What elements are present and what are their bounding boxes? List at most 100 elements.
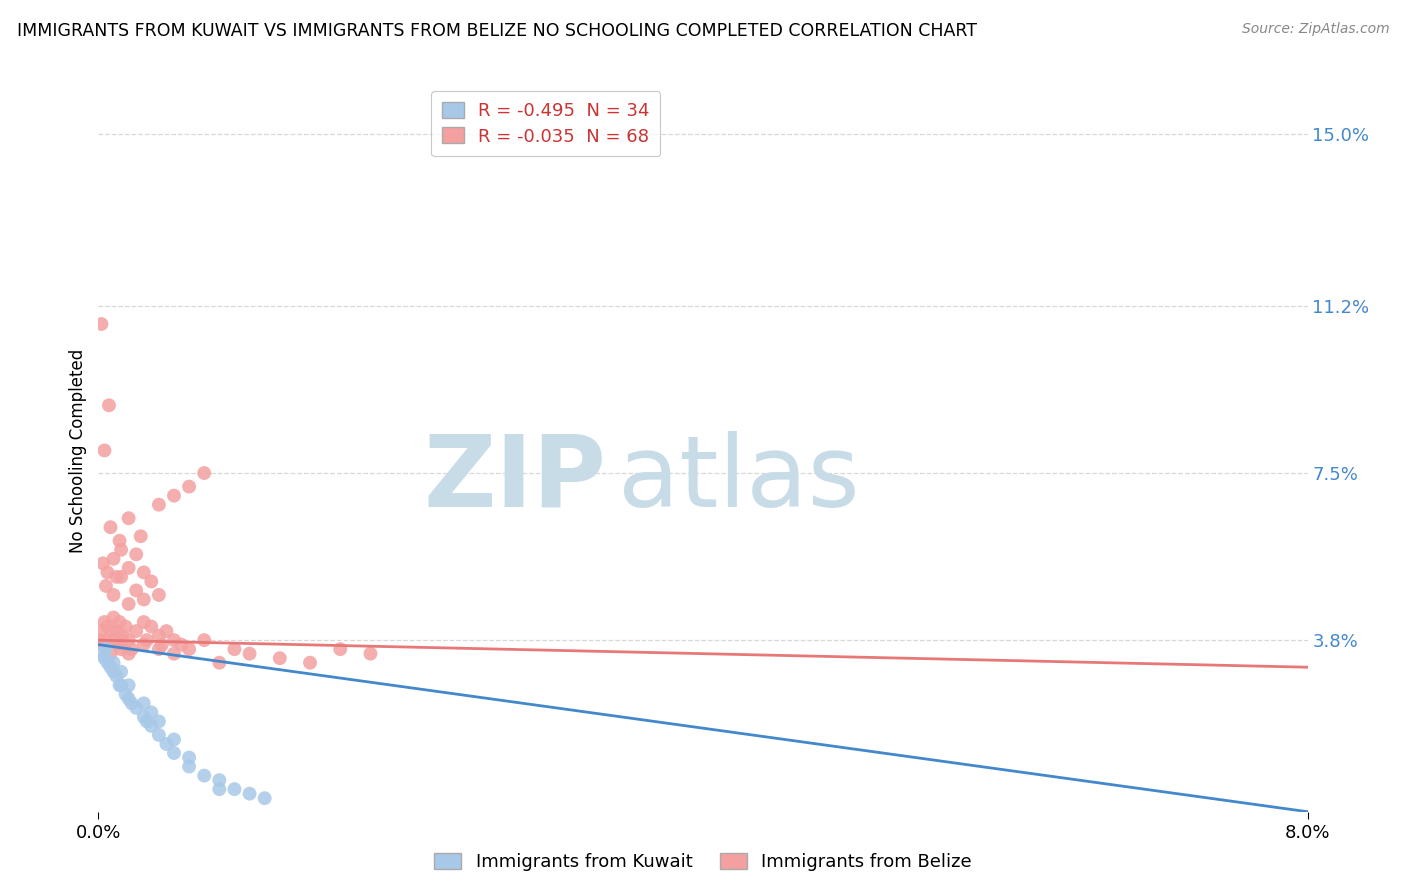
Point <box>98 398 121 412</box>
Point <box>108 533 131 548</box>
Text: atlas: atlas <box>619 431 860 528</box>
Point <box>132 696 155 710</box>
Point <box>148 728 170 742</box>
Point <box>103 610 125 624</box>
Point <box>299 656 322 670</box>
Point <box>224 782 246 797</box>
Point <box>148 714 170 729</box>
Point <box>118 678 141 692</box>
Point <box>108 615 131 629</box>
Point <box>105 570 128 584</box>
Point <box>93 651 115 665</box>
Point <box>163 489 186 503</box>
Point <box>329 642 352 657</box>
Point <box>89 633 111 648</box>
Point <box>121 696 143 710</box>
Point <box>135 714 157 729</box>
Point <box>148 629 170 643</box>
Point <box>141 706 163 720</box>
Point <box>103 633 125 648</box>
Point <box>163 732 186 747</box>
Point <box>132 638 155 652</box>
Legend: R = -0.495  N = 34, R = -0.035  N = 68: R = -0.495 N = 34, R = -0.035 N = 68 <box>432 91 661 156</box>
Point <box>170 638 193 652</box>
Point <box>150 638 173 652</box>
Point <box>269 651 291 665</box>
Point <box>163 746 186 760</box>
Point <box>141 619 163 633</box>
Point <box>163 647 186 661</box>
Point <box>91 557 114 571</box>
Point <box>100 520 122 534</box>
Point <box>105 669 128 683</box>
Point <box>100 647 122 661</box>
Point <box>107 638 129 652</box>
Point <box>118 691 141 706</box>
Legend: Immigrants from Kuwait, Immigrants from Belize: Immigrants from Kuwait, Immigrants from … <box>427 846 979 879</box>
Point <box>148 588 170 602</box>
Point <box>93 615 115 629</box>
Point <box>94 579 117 593</box>
Point <box>111 629 134 643</box>
Point <box>208 773 231 788</box>
Point <box>239 647 262 661</box>
Point <box>208 656 231 670</box>
Point <box>110 542 132 557</box>
Point <box>101 624 124 639</box>
Point <box>114 687 136 701</box>
Point <box>141 719 163 733</box>
Point <box>179 759 201 773</box>
Point <box>96 656 118 670</box>
Text: IMMIGRANTS FROM KUWAIT VS IMMIGRANTS FROM BELIZE NO SCHOOLING COMPLETED CORRELAT: IMMIGRANTS FROM KUWAIT VS IMMIGRANTS FRO… <box>17 22 977 40</box>
Point <box>224 642 246 657</box>
Point <box>110 570 132 584</box>
Point <box>125 701 148 715</box>
Point <box>132 592 155 607</box>
Point <box>93 443 115 458</box>
Point <box>94 633 117 648</box>
Point <box>118 511 141 525</box>
Point <box>91 638 114 652</box>
Point <box>179 480 201 494</box>
Point <box>141 574 163 589</box>
Point <box>132 710 155 724</box>
Point <box>90 647 112 661</box>
Point <box>155 624 177 639</box>
Point <box>90 317 112 331</box>
Point <box>239 787 262 801</box>
Point <box>118 597 141 611</box>
Point <box>118 647 141 661</box>
Point <box>118 633 141 648</box>
Point <box>360 647 382 661</box>
Point <box>193 633 215 648</box>
Point <box>155 737 177 751</box>
Point <box>114 619 136 633</box>
Point <box>96 619 118 633</box>
Point <box>108 678 131 692</box>
Point <box>103 588 125 602</box>
Point <box>135 633 157 648</box>
Point <box>148 642 170 657</box>
Point <box>110 633 132 648</box>
Point <box>103 665 125 679</box>
Point <box>253 791 276 805</box>
Point <box>132 615 155 629</box>
Point <box>125 547 148 561</box>
Point <box>110 665 132 679</box>
Point <box>121 642 143 657</box>
Point <box>179 750 201 764</box>
Point <box>94 642 117 657</box>
Point <box>163 633 186 648</box>
Point <box>90 624 112 639</box>
Point <box>125 624 148 639</box>
Text: ZIP: ZIP <box>423 431 606 528</box>
Point <box>132 566 155 580</box>
Point <box>193 769 215 783</box>
Point <box>110 642 132 657</box>
Point <box>208 782 231 797</box>
Point <box>105 624 128 639</box>
Text: Source: ZipAtlas.com: Source: ZipAtlas.com <box>1241 22 1389 37</box>
Point <box>125 583 148 598</box>
Point <box>103 656 125 670</box>
Point <box>103 551 125 566</box>
